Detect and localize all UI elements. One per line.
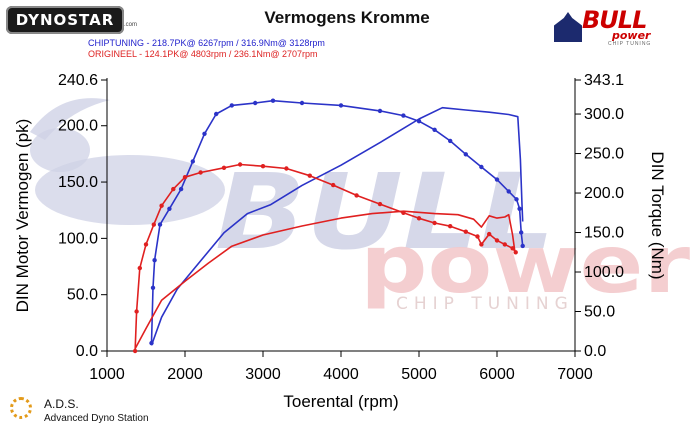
y-right-tick-label: 100.0: [584, 264, 624, 281]
data-point-origineel-torque: [487, 231, 492, 237]
ads-title: A.D.S.: [44, 397, 79, 411]
data-point-origineel-torque: [143, 242, 149, 247]
data-point-origineel-torque: [416, 216, 422, 221]
y-right-tick-label: 150.0: [584, 225, 624, 242]
x-tick-label: 4000: [323, 366, 359, 383]
data-point-origineel-torque: [494, 238, 500, 243]
data-point-chiptuning-torque: [448, 138, 453, 144]
data-point-chiptuning-torque: [520, 243, 525, 249]
data-point-origineel-torque: [479, 242, 484, 247]
x-tick-label: 6000: [479, 366, 515, 383]
data-point-chiptuning-torque: [479, 164, 484, 170]
data-point-origineel-torque: [448, 224, 453, 229]
bullpower-logo-main: BULL: [582, 6, 647, 34]
dynostar-logo: DYNOSTAR: [6, 6, 124, 34]
data-point-chiptuning-torque: [167, 206, 172, 211]
legend-chiptuning: CHIPTUNING - 218.7PK@ 6267rpm / 316.9Nm@…: [88, 38, 325, 48]
data-point-origineel-torque: [502, 242, 507, 247]
series-line-chiptuning-power: [150, 106, 524, 346]
y-left-tick-label: 150.0: [58, 174, 98, 191]
data-point-chiptuning-torque: [519, 230, 524, 235]
building-icon: [554, 12, 582, 42]
chart-title: Vermogens Kromme: [264, 8, 430, 27]
dynostar-logo-sub: .com: [124, 22, 138, 28]
y-left-tick-label: 50.0: [67, 287, 98, 304]
data-point-chiptuning-torque: [517, 206, 522, 211]
y-right-tick-label: 300.0: [584, 106, 624, 123]
data-point-chiptuning-torque: [150, 285, 156, 290]
data-point-origineel-torque: [237, 162, 243, 167]
data-point-chiptuning-torque: [506, 189, 511, 194]
data-point-origineel-torque: [198, 170, 203, 175]
data-point-origineel-torque: [331, 182, 336, 188]
x-tick-label: 3000: [245, 366, 281, 383]
data-point-chiptuning-torque: [229, 103, 234, 108]
y-axis-right-label: DIN Torque (Nm): [648, 151, 667, 279]
data-point-chiptuning-torque: [299, 100, 305, 106]
data-point-chiptuning-torque: [377, 108, 383, 114]
data-point-chiptuning-torque: [202, 131, 207, 136]
data-point-origineel-torque: [221, 165, 227, 170]
x-tick-label: 7000: [557, 366, 593, 383]
ads-subtitle: Advanced Dyno Station: [44, 413, 149, 424]
y-right-tick-label: 343.1: [584, 72, 624, 89]
x-tick-label: 5000: [401, 366, 437, 383]
ads-logo-icon: [10, 397, 32, 419]
data-point-origineel-torque: [284, 166, 289, 171]
bull-horn: [30, 98, 110, 140]
data-point-chiptuning-torque: [401, 113, 406, 118]
data-point-chiptuning-torque: [494, 177, 500, 182]
data-point-origineel-torque: [354, 193, 359, 198]
y-left-tick-label: 240.6: [58, 72, 98, 89]
data-point-chiptuning-torque: [514, 197, 519, 202]
bullpower-logo: BULL power CHIP TUNING: [552, 4, 656, 48]
y-left-tick-label: 200.0: [58, 118, 98, 135]
data-point-chiptuning-torque: [178, 186, 184, 192]
data-point-origineel-torque: [260, 164, 266, 169]
watermark-chiptuning: CHIP TUNING: [396, 294, 574, 314]
dynostar-logo-text: DYNOSTAR: [15, 11, 115, 29]
bullpower-logo-sub: power: [612, 29, 651, 42]
data-point-origineel-torque: [132, 348, 138, 354]
data-point-origineel-torque: [432, 220, 437, 226]
axes: 1000 2000 3000 4000 5000 6000 7000 0.0 50.0 100.0…: [13, 72, 667, 411]
y-right-tick-label: 200.0: [584, 185, 624, 202]
data-point-chiptuning-torque: [270, 98, 276, 103]
data-point-origineel-torque: [182, 175, 188, 180]
data-point-origineel-torque: [463, 229, 468, 234]
data-point-chiptuning-torque: [190, 159, 195, 164]
y-right-tick-label: 50.0: [584, 304, 615, 321]
bull-silhouette: [35, 155, 225, 225]
x-tick-label: 1000: [89, 366, 125, 383]
data-point-origineel-torque: [137, 265, 142, 271]
bullpower-logo-tag: CHIP TUNING: [608, 41, 652, 47]
y-axis-left-label: DIN Motor Vermogen (pk): [13, 119, 32, 313]
data-point-chiptuning-torque: [432, 127, 437, 132]
data-point-origineel-torque: [151, 222, 156, 227]
data-point-chiptuning-torque: [463, 152, 468, 157]
data-point-origineel-torque: [475, 234, 480, 239]
data-point-origineel-torque: [307, 173, 312, 178]
watermark-power: power: [360, 218, 691, 311]
data-point-origineel-torque: [171, 186, 176, 192]
data-point-chiptuning-torque: [152, 258, 157, 263]
legend-origineel: ORIGINEEL - 124.1PK@ 4803rpm / 236.1Nm@ …: [88, 49, 318, 59]
x-tick-label: 2000: [167, 366, 203, 383]
data-point-chiptuning-torque: [338, 103, 344, 108]
y-left-tick-label: 0.0: [76, 343, 98, 360]
y-left-tick-label: 100.0: [58, 230, 98, 247]
data-point-chiptuning-torque: [157, 222, 163, 227]
y-right-tick-label: 0.0: [584, 343, 606, 360]
data-point-origineel-torque: [159, 203, 164, 208]
data-point-origineel-torque: [377, 201, 383, 207]
data-point-origineel-torque: [134, 309, 139, 314]
x-axis-label: Toerental (rpm): [283, 392, 398, 411]
data-point-chiptuning-torque: [214, 111, 219, 117]
series-line-origineel-power: [134, 210, 516, 350]
data-point-chiptuning-torque: [253, 100, 258, 106]
series-layer: [132, 98, 525, 354]
y-right-tick-label: 250.0: [584, 146, 624, 163]
bull-power-watermark: BULL power CHIP TUNING: [30, 98, 691, 314]
